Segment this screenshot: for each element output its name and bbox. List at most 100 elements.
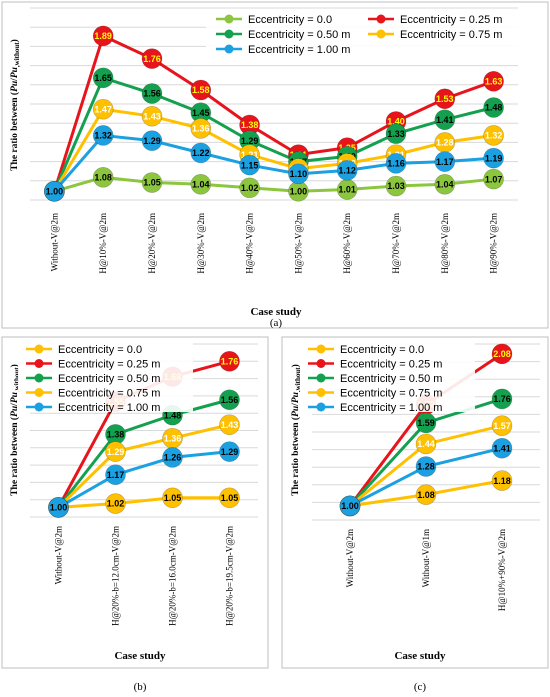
y-axis-title: The ratio between (Pu/Pu,without) — [9, 39, 21, 171]
x-tick-label: H@40%-V@2m — [245, 213, 255, 274]
data-label: 1.21 — [241, 150, 259, 160]
data-label: 1.18 — [493, 476, 511, 486]
legend-swatch-marker — [34, 373, 44, 383]
chart-panel-a: The ratio between (Pu/Pu,without) Without… — [1, 1, 549, 329]
data-label: 1.04 — [436, 179, 454, 189]
data-label: 1.47 — [94, 104, 112, 114]
data-point — [162, 487, 183, 509]
data-label: 1.38 — [107, 430, 125, 440]
data-point — [190, 79, 212, 101]
data-point — [48, 497, 69, 518]
x-tick-label: H@30%-V@2m — [196, 213, 206, 274]
x-axis-title: Case study — [114, 650, 166, 662]
chart-panel-c: The ratio between (Pu/Pu,without) Without… — [281, 336, 549, 693]
data-label: 1.32 — [94, 131, 112, 141]
data-label: 1.63 — [485, 77, 503, 87]
x-tick-label: H@20%-b=12.0cm-V@2m — [111, 526, 121, 626]
y-axis-title-part: / — [10, 78, 20, 82]
data-point — [92, 67, 114, 89]
x-tick-label: H@20%-V@2m — [147, 213, 157, 274]
data-point — [190, 118, 212, 139]
data-point — [92, 167, 114, 188]
data-label: 1.58 — [192, 85, 210, 95]
data-label: 1.29 — [241, 136, 259, 146]
data-label: 1.40 — [387, 117, 405, 127]
legend-swatch-marker — [316, 373, 326, 383]
legend-swatch-marker — [34, 344, 44, 354]
data-label: 1.28 — [436, 138, 454, 148]
data-point — [491, 388, 513, 410]
legend-entry: Eccentricity = 0.75 m — [400, 29, 502, 41]
data-point — [434, 88, 456, 110]
data-label: 1.17 — [107, 470, 125, 480]
panel-label: (a) — [270, 317, 283, 329]
legend-swatch-marker — [34, 402, 44, 412]
data-point — [483, 97, 504, 118]
y-axis-title: The ratio between (Pu/Pu,without) — [290, 364, 302, 496]
x-tick-label: H@80%-V@2m — [440, 213, 450, 274]
data-point — [415, 484, 437, 505]
data-point — [491, 437, 513, 459]
data-point — [190, 173, 212, 195]
legend-swatch-marker — [34, 359, 44, 368]
data-label: 1.05 — [164, 493, 182, 503]
data-label: 1.04 — [192, 179, 210, 189]
series-line — [58, 496, 230, 509]
data-label: 1.17 — [436, 157, 454, 167]
data-label: 1.08 — [94, 173, 112, 183]
data-label: 1.43 — [221, 420, 239, 430]
data-point — [385, 175, 407, 197]
legend-swatch-marker — [224, 44, 234, 54]
legend-entry: Eccentricity = 0.50 m — [248, 29, 350, 41]
legend-entry: Eccentricity = 0.50 m — [58, 373, 160, 385]
data-label: 1.36 — [164, 433, 182, 443]
x-tick-label: H@10%-V@2m — [98, 213, 108, 274]
data-label: 1.48 — [164, 410, 182, 420]
series-line — [53, 133, 494, 193]
data-point — [483, 125, 504, 146]
data-label: 1.05 — [143, 178, 161, 188]
x-tick-label: Without-V@2m — [49, 213, 59, 271]
data-point — [219, 487, 240, 509]
legend-entry: Eccentricity = 0.25 m — [340, 359, 442, 371]
data-label: 1.02 — [241, 183, 259, 193]
data-point — [141, 130, 163, 151]
data-label: 1.36 — [192, 124, 210, 134]
data-point — [434, 109, 456, 131]
x-tick-label: H@20%-b=16.0cm-V@2m — [168, 526, 178, 626]
data-point — [336, 160, 358, 181]
data-label: 1.07 — [485, 174, 503, 184]
legend-entry: Eccentricity = 0.25 m — [58, 359, 160, 371]
y-axis-title-part: ,without — [294, 367, 302, 392]
data-label: 1.65 — [94, 73, 112, 83]
data-point — [92, 98, 114, 120]
data-point — [483, 71, 504, 92]
data-label: 1.12 — [338, 166, 356, 176]
data-point — [415, 433, 437, 455]
legend-swatch-marker — [376, 29, 386, 39]
legend: Eccentricity = 0.0 Eccentricity = 0.25 m E… — [300, 340, 475, 414]
data-point — [434, 173, 456, 195]
data-label: 1.76 — [493, 394, 511, 404]
legend-swatch-marker — [316, 402, 326, 412]
x-tick-label: Without-V@2m — [54, 526, 64, 584]
data-point — [483, 168, 504, 190]
data-point — [190, 142, 212, 164]
data-label: 1.38 — [241, 120, 259, 130]
y-axis-title: The ratio between (Pu/Pu,without) — [9, 364, 21, 496]
legend-entry: Eccentricity = 1.00 m — [58, 402, 160, 414]
legend-box — [18, 340, 193, 412]
legend-entry: Eccentricity = 0.0 — [248, 14, 332, 26]
data-label: 1.19 — [485, 153, 503, 163]
y-axis-title-part: Pu — [10, 67, 20, 78]
data-label: 1.15 — [241, 160, 259, 170]
data-point — [491, 470, 513, 491]
x-axis-title: Case study — [394, 650, 446, 662]
x-tick-label: Without-V@2m — [345, 529, 355, 587]
data-label: 1.59 — [417, 418, 435, 428]
data-label: 1.00 — [46, 186, 64, 196]
data-point — [491, 415, 513, 436]
series-line — [52, 33, 495, 192]
data-point — [339, 495, 361, 517]
legend-entry: Eccentricity = 0.0 — [58, 344, 142, 356]
